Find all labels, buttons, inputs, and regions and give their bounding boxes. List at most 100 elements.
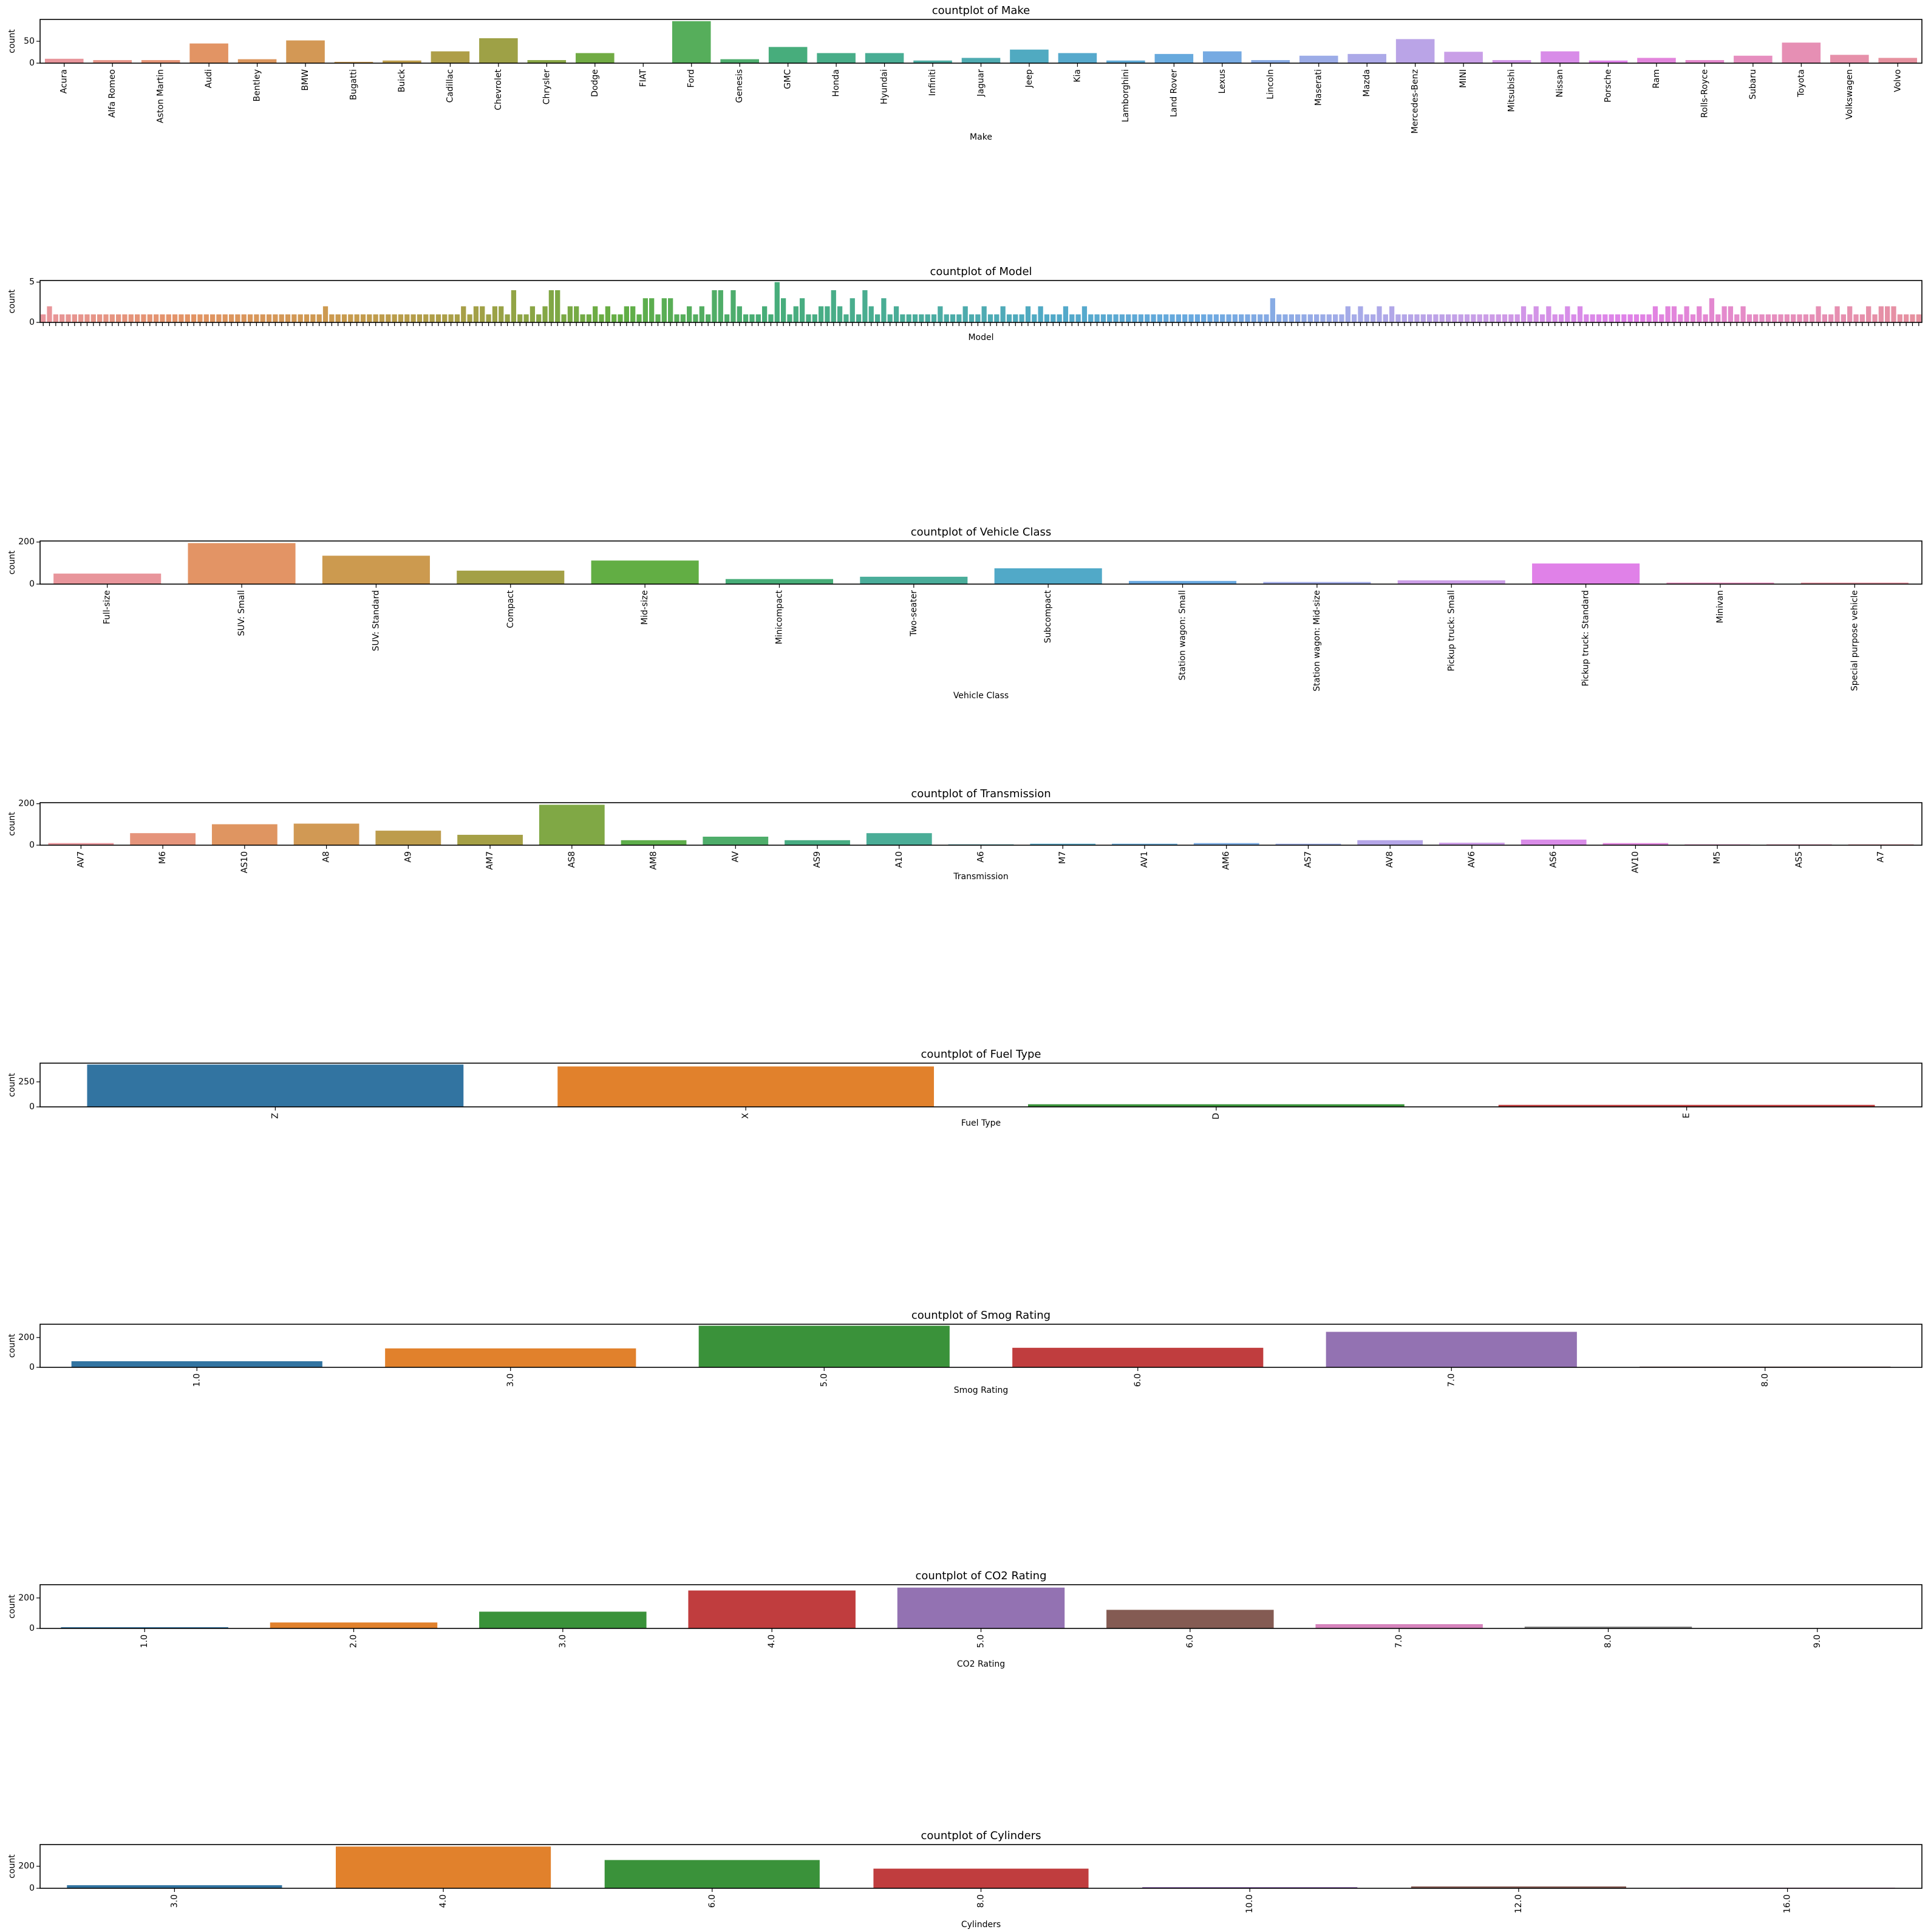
bar <box>1558 314 1564 322</box>
bar <box>222 314 228 322</box>
bar <box>431 51 470 63</box>
x-tick-label: Infiniti <box>928 69 938 96</box>
bar <box>442 314 448 322</box>
chart-title: countplot of Smog Rating <box>911 1309 1051 1322</box>
x-tick-label: Mazda <box>1362 69 1372 97</box>
bar <box>1315 1624 1483 1628</box>
bar <box>825 306 830 322</box>
bar <box>1521 839 1587 845</box>
y-tick-label: 0 <box>29 318 35 327</box>
bar <box>706 314 711 322</box>
x-axis-label: Model <box>968 333 993 342</box>
bar <box>1541 51 1579 63</box>
bar <box>1347 53 1386 63</box>
bar <box>1414 314 1420 322</box>
y-axis-label: count <box>7 1333 17 1358</box>
bar <box>1878 58 1918 63</box>
bar <box>1100 314 1106 322</box>
bar <box>1841 314 1847 322</box>
x-tick-label: AV8 <box>1385 851 1395 868</box>
bar <box>1834 306 1840 322</box>
x-tick-label: A6 <box>976 851 986 863</box>
bar <box>379 314 385 322</box>
bar <box>672 21 711 63</box>
bar <box>172 314 178 322</box>
bar <box>1142 1887 1358 1888</box>
bar <box>604 1860 820 1888</box>
bar <box>241 314 247 322</box>
bar <box>1539 314 1545 322</box>
x-tick-label: AS10 <box>240 851 250 873</box>
bar <box>1010 49 1049 63</box>
bar <box>1577 306 1583 322</box>
bar <box>211 824 278 845</box>
bar <box>850 298 855 322</box>
bar <box>1000 306 1006 322</box>
x-tick-label: Maserati <box>1314 69 1324 106</box>
bar <box>1439 842 1505 845</box>
chart-smog-rating: countplot of Smog Rating 1.0 3.0 5.0 6.0 7.0 8… <box>7 1309 1922 1395</box>
x-tick-label: AV <box>731 851 740 863</box>
bar <box>457 834 523 845</box>
bar <box>1188 314 1194 322</box>
bar <box>1352 314 1357 322</box>
bar <box>1652 306 1658 322</box>
bar <box>1490 314 1495 322</box>
bar <box>448 314 454 322</box>
x-tick-label: Nissan <box>1555 69 1565 97</box>
bar <box>1458 314 1463 322</box>
bar <box>1383 314 1388 322</box>
x-tick-label: Genesis <box>735 69 744 103</box>
x-tick-label: AS9 <box>812 851 822 868</box>
x-tick-label: Honda <box>831 69 841 97</box>
bar <box>153 314 159 322</box>
bar <box>310 314 316 322</box>
bar <box>386 314 391 322</box>
x-tick-label: 3.0 <box>558 1634 568 1648</box>
bar <box>517 314 523 322</box>
bar <box>141 60 180 63</box>
bar <box>749 314 755 322</box>
y-tick-label: 50 <box>24 36 35 46</box>
y-tick-label: 200 <box>18 1593 35 1603</box>
x-tick-label: A7 <box>1876 851 1886 862</box>
bar <box>1685 60 1725 63</box>
bar <box>1239 314 1244 322</box>
bar <box>1157 314 1163 322</box>
x-tick-label: Alfa Romeo <box>107 69 117 118</box>
bar <box>624 306 629 322</box>
bar <box>53 314 58 322</box>
bar <box>1075 314 1081 322</box>
bar <box>1552 314 1558 322</box>
bar <box>1533 306 1539 322</box>
bar <box>84 314 90 322</box>
x-tick-label: 3.0 <box>506 1373 516 1387</box>
bar <box>160 314 165 322</box>
x-tick-label: M6 <box>158 851 168 864</box>
bar <box>1094 314 1100 322</box>
bar <box>71 1361 322 1367</box>
bar <box>1426 314 1432 322</box>
bar <box>270 1622 438 1628</box>
bar <box>873 1868 1089 1888</box>
x-tick-label: Kia <box>1072 69 1082 83</box>
bar <box>348 314 353 322</box>
x-tick-label: 6.0 <box>1185 1634 1195 1648</box>
bar <box>523 314 529 322</box>
bar <box>1038 306 1043 322</box>
x-tick-label: Minicompact <box>774 590 784 645</box>
bar <box>611 314 617 322</box>
bar <box>1326 1332 1577 1367</box>
bar <box>1609 314 1614 322</box>
bar <box>1640 314 1646 322</box>
bar <box>1671 306 1677 322</box>
bar <box>768 314 774 322</box>
bar <box>925 314 930 322</box>
bar <box>1524 1626 1692 1628</box>
bar <box>1119 314 1125 322</box>
bar <box>806 314 811 322</box>
bar <box>335 314 341 322</box>
bar <box>188 543 296 584</box>
x-axis-label: CO2 Rating <box>957 1659 1005 1669</box>
